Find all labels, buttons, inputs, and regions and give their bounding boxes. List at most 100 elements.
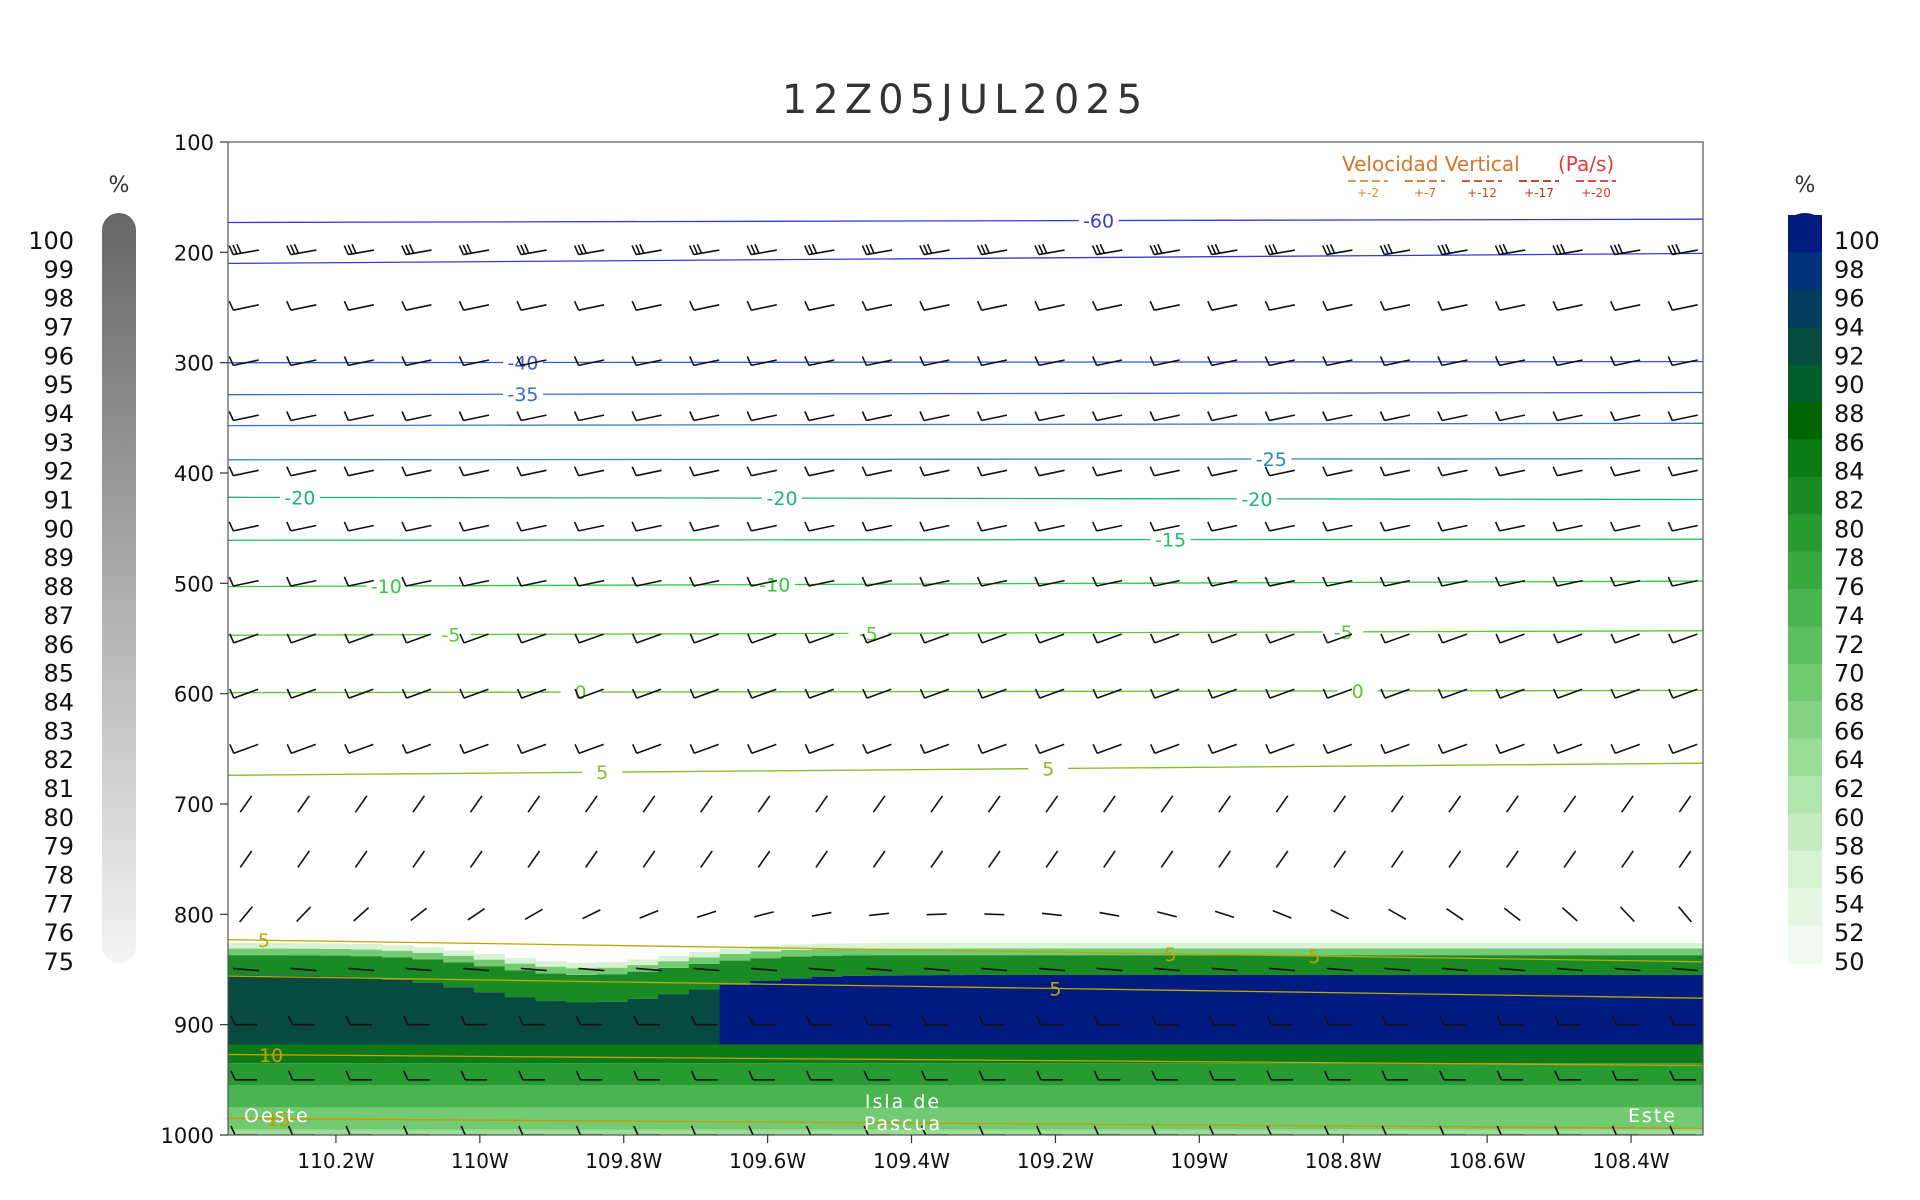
colorbar-left-label: 96 [43, 342, 74, 370]
contour-label: 15 [266, 1109, 290, 1131]
wind-barb [344, 633, 374, 644]
colorbar-right-segment [1788, 252, 1822, 291]
wind-barb [1610, 688, 1640, 699]
wind-barb [866, 967, 893, 972]
wind-barb [1554, 1015, 1581, 1026]
y-tick-label: 300 [174, 352, 214, 376]
wind-barb [460, 1070, 488, 1081]
humidity-cell [1211, 1107, 1243, 1130]
wind-barb [458, 356, 490, 367]
wind-barb [401, 243, 432, 256]
humidity-cell [1672, 955, 1703, 976]
humidity-cell [1334, 1044, 1366, 1064]
wind-barb [923, 967, 950, 972]
humidity-cell [1027, 955, 1059, 976]
wind-barb [573, 521, 605, 532]
humidity-cell [1242, 1085, 1274, 1108]
humidity-cell [535, 1063, 567, 1086]
humidity-cell [965, 1107, 997, 1130]
humidity-cell [1426, 975, 1458, 1045]
wind-barb [1323, 1070, 1351, 1081]
humidity-cell [1580, 943, 1612, 949]
humidity-cell [1334, 1085, 1366, 1108]
wind-barb [805, 1125, 833, 1135]
humidity-cell [1672, 1129, 1703, 1135]
humidity-cell [1457, 1085, 1489, 1108]
humidity-cell [1303, 1085, 1335, 1108]
humidity-cell [1180, 948, 1212, 956]
wind-barb [343, 576, 374, 587]
wind-barb [1218, 850, 1231, 868]
colorbar-right-label: 92 [1834, 342, 1865, 370]
colorbar-left-label: 97 [43, 314, 74, 342]
humidity-cell [842, 943, 874, 949]
wind-barb [230, 1125, 257, 1135]
humidity-cell [473, 1044, 506, 1064]
wind-barb [861, 243, 893, 256]
contour-label-bg [1251, 448, 1292, 469]
wind-barb [573, 243, 605, 256]
humidity-cell [842, 1107, 874, 1130]
wind-barb [459, 688, 489, 699]
wind-barb [228, 521, 259, 532]
humidity-field [228, 943, 1703, 1135]
humidity-cell [1641, 955, 1673, 976]
wind-barb [353, 907, 370, 922]
humidity-cell [1119, 1129, 1151, 1135]
y-tick-label: 700 [174, 793, 214, 817]
wind-barb [1552, 688, 1583, 699]
annotation-isla-line2: Pascua [864, 1113, 942, 1135]
wind-barb [631, 743, 662, 755]
wind-barb [1379, 576, 1411, 587]
humidity-cell [473, 1063, 506, 1086]
humidity-cell [1457, 1107, 1489, 1130]
wind-barb [286, 411, 317, 422]
humidity-cell [1119, 975, 1151, 1045]
wind-barb [1609, 576, 1641, 587]
humidity-cell [258, 1085, 290, 1108]
wind-barb [919, 300, 950, 311]
humidity-cell [412, 952, 444, 960]
wind-barb [919, 688, 950, 699]
wind-barb [1264, 243, 1296, 256]
humidity-cell [1242, 1044, 1274, 1064]
wind-barb [467, 908, 485, 921]
humidity-cell [1395, 1107, 1427, 1130]
wind-barb [228, 576, 259, 587]
wind-barb [1437, 633, 1468, 644]
wind-barb [1494, 576, 1526, 587]
humidity-cell [473, 1129, 506, 1135]
wind-barb [1379, 243, 1411, 256]
contour-label: 10 [259, 1045, 283, 1067]
humidity-cell [1487, 1107, 1520, 1130]
wind-barb [1668, 688, 1698, 699]
wind-barb [1330, 909, 1349, 920]
wind-barb [1439, 1015, 1466, 1026]
wind-barb [1380, 633, 1410, 644]
humidity-cell [1272, 1129, 1305, 1135]
wind-barb [1448, 850, 1462, 868]
wind-barb [1036, 1015, 1063, 1026]
contour-label-bg [503, 384, 543, 405]
humidity-cell [688, 1085, 721, 1108]
wind-barb [286, 300, 317, 311]
wind-barb [805, 1015, 833, 1026]
wind-barb [458, 521, 490, 532]
wind-barb [1265, 743, 1295, 755]
humidity-cell [381, 957, 413, 980]
humidity-cell [443, 1107, 475, 1130]
contour-label-bg [1337, 680, 1378, 701]
humidity-cell [627, 1129, 659, 1135]
y-axis: 100 200 300 400 500 600 700 800 900 1000 [161, 131, 228, 1148]
wind-barb [1609, 300, 1641, 311]
humidity-cell [1580, 1085, 1612, 1108]
wind-barb [689, 633, 719, 644]
humidity-cell [1211, 1044, 1243, 1064]
humidity-cell [719, 1107, 751, 1130]
contour-line [228, 689, 1703, 694]
humidity-cell [750, 951, 782, 959]
contour-label: -20 [767, 488, 798, 510]
x-tick-label: 108.8W [1305, 1149, 1382, 1173]
humidity-cell [350, 1107, 383, 1130]
wind-barb [573, 411, 605, 422]
